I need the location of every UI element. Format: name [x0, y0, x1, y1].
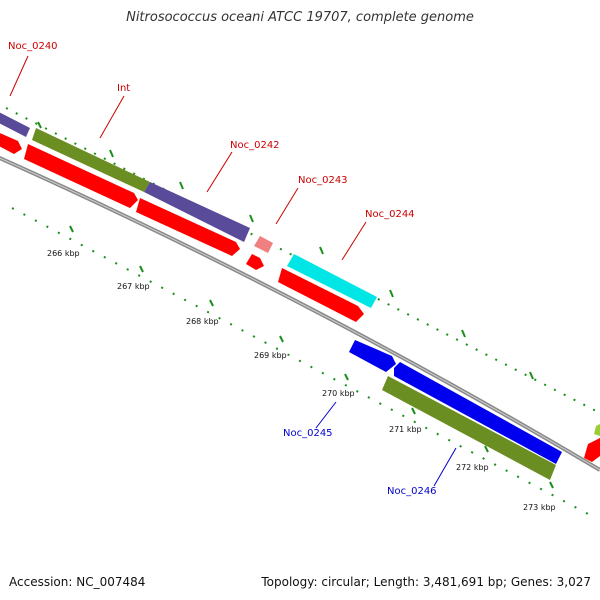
kbp-label-273: 273 kbp — [523, 503, 556, 512]
gene-feature-noc-0246-blue[interactable] — [394, 362, 562, 464]
callout-lines — [9, 55, 457, 487]
gene-label-noc-0240[interactable]: Noc_0240 — [8, 41, 58, 52]
gene-label-noc-0242[interactable]: Noc_0242 — [230, 140, 280, 151]
genome-summary-text: Topology: circular; Length: 3,481,691 bp… — [261, 575, 591, 589]
kbp-label-266: 266 kbp — [47, 249, 80, 258]
gene-feature-int[interactable] — [32, 128, 150, 192]
cds-int[interactable] — [24, 144, 138, 208]
map-title: Nitrosococcus oceani ATCC 19707, complet… — [126, 10, 474, 25]
gene-label-int[interactable]: Int — [117, 83, 130, 94]
kbp-label-271: 271 kbp — [389, 425, 422, 434]
kbp-label-270: 270 kbp — [322, 389, 355, 398]
cds-noc-0244[interactable] — [278, 268, 364, 322]
cds-edge — [584, 438, 600, 462]
kbp-label-269: 269 kbp — [254, 351, 287, 360]
cds-noc-0243[interactable] — [246, 254, 264, 270]
kbp-label-272: 272 kbp — [456, 463, 489, 472]
gene-feature-noc-0244[interactable] — [287, 254, 377, 308]
gene-label-noc-0243[interactable]: Noc_0243 — [298, 175, 348, 186]
gene-feature-noc-0240[interactable] — [0, 110, 30, 137]
gene-feature-noc-0245[interactable] — [349, 340, 396, 372]
gene-feature-edge-olive — [594, 424, 600, 436]
kbp-label-268: 268 kbp — [186, 317, 219, 326]
gene-label-noc-0245[interactable]: Noc_0245 — [283, 428, 333, 439]
gene-feature-noc-0246[interactable] — [382, 376, 556, 480]
gene-feature-noc-0242[interactable] — [144, 182, 250, 242]
genome-backbone — [0, 156, 600, 472]
gene-feature-noc-0243[interactable] — [254, 236, 273, 253]
cds-noc-0240[interactable] — [0, 131, 22, 154]
accession-text: Accession: NC_007484 — [9, 575, 146, 589]
cds-noc-0242[interactable] — [136, 198, 240, 256]
outer-tick-track — [5, 107, 600, 516]
kbp-label-267: 267 kbp — [117, 282, 150, 291]
major-ticks — [37, 121, 554, 489]
gene-label-noc-0246[interactable]: Noc_0246 — [387, 486, 437, 497]
gene-label-noc-0244[interactable]: Noc_0244 — [365, 209, 415, 220]
